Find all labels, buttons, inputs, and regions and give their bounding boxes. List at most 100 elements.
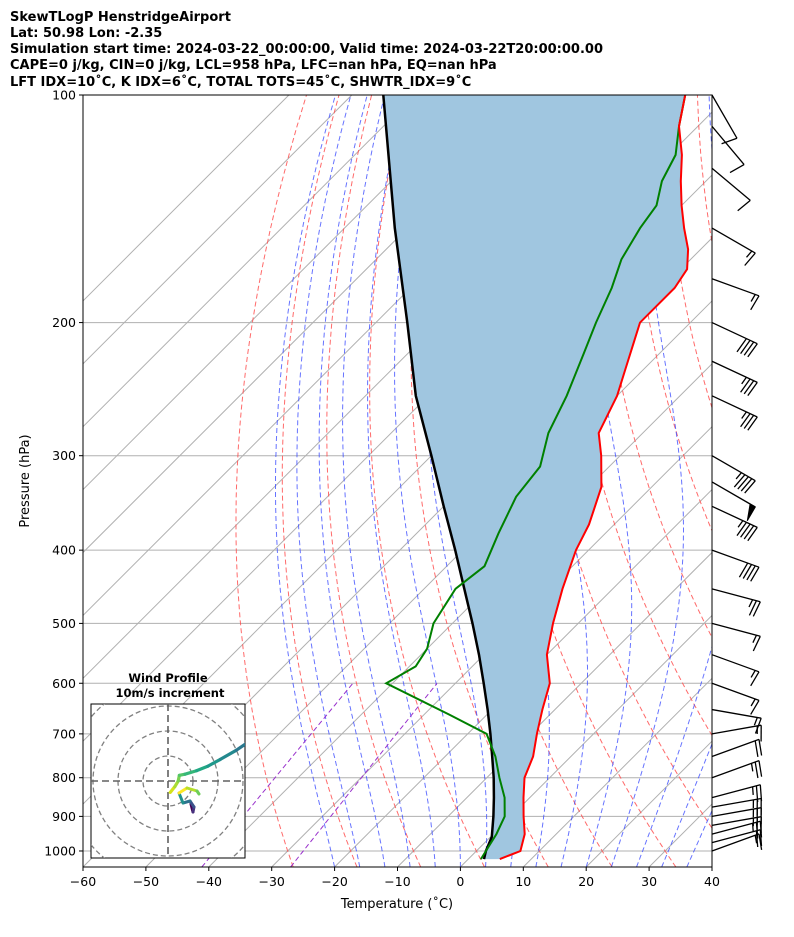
wind-barb-staff	[711, 167, 751, 201]
moist-adiabat	[661, 742, 712, 867]
wind-barb-full	[746, 565, 756, 581]
wind-barb-full	[755, 785, 759, 802]
wind-barb-flag	[746, 503, 756, 522]
wind-barb-staff	[711, 481, 756, 508]
wind-barb	[711, 360, 758, 396]
wind-barb-half	[737, 520, 744, 528]
moist-adiabat	[275, 95, 336, 867]
dry-adiabat	[235, 95, 307, 867]
wind-barb-full	[747, 416, 758, 431]
wind-barb	[711, 227, 756, 266]
wind-barb	[711, 167, 751, 212]
dry-adiabat	[281, 95, 358, 867]
wind-barb	[711, 481, 756, 522]
x-axis-label: Temperature (˚C)	[340, 896, 453, 912]
wind-barb-staff	[711, 708, 762, 719]
moist-adiabat	[318, 95, 386, 867]
wind-barb-staff	[711, 395, 758, 418]
inset-subtitle: 10m/s increment	[116, 686, 225, 700]
wind-barb-full	[747, 527, 758, 542]
wind-barb-half	[750, 294, 756, 302]
wind-barb-staff	[711, 455, 756, 482]
moist-adiabat	[711, 865, 712, 867]
x-tick-label: 40	[704, 874, 720, 889]
isotherm	[711, 866, 712, 867]
x-tick-label: −10	[384, 874, 410, 889]
dry-adiabat	[369, 95, 485, 867]
x-tick-label: 20	[578, 874, 594, 889]
wind-barb	[711, 455, 756, 494]
dry-adiabat	[597, 95, 712, 639]
title-line-1: SkewTLogP HenstridgeAirport	[10, 10, 231, 25]
wind-barb-full	[754, 717, 762, 734]
wind-barb	[711, 622, 761, 652]
wind-profile-inset: Wind Profile 10m/s increment	[90, 671, 246, 859]
y-tick-label: 200	[52, 315, 76, 330]
wind-barb-staff	[711, 588, 761, 603]
hodograph-low-level-segment	[195, 789, 201, 796]
temperature-line	[499, 95, 690, 861]
wind-barb-full	[754, 761, 759, 779]
wind-barb	[711, 278, 760, 311]
wind-barb	[711, 321, 758, 358]
wind-barb-full	[721, 137, 738, 145]
wind-barb-full	[743, 414, 755, 429]
y-tick-label: 100	[52, 88, 76, 103]
wind-barb-staff	[711, 829, 761, 844]
y-tick-label: 700	[52, 726, 76, 741]
wind-barb-full	[733, 474, 746, 488]
wind-barb	[711, 797, 762, 816]
wind-barb-full	[758, 833, 763, 851]
wind-barb-staff	[711, 227, 756, 254]
parcel-line	[382, 95, 496, 860]
moist-adiabat	[686, 809, 712, 867]
hodograph-low-level-segment	[177, 791, 185, 805]
wind-barb	[711, 724, 762, 742]
moist-adiabat	[610, 95, 684, 867]
isotherm	[460, 614, 712, 867]
x-tick-label: 10	[515, 874, 531, 889]
wind-barb-staff	[711, 549, 760, 568]
wind-barb	[711, 588, 761, 617]
wind-barb	[711, 94, 738, 145]
x-tick-label: −50	[133, 874, 159, 889]
isotherm	[334, 488, 712, 867]
wind-barb-full	[750, 295, 760, 311]
wind-barb	[711, 125, 745, 174]
wind-barb-full	[748, 600, 757, 616]
hodograph	[91, 704, 245, 858]
hodograph-low-level-segment	[185, 786, 199, 793]
moist-adiabat	[636, 95, 712, 867]
wind-barb-staff	[711, 833, 760, 852]
y-tick-label: 900	[52, 809, 76, 824]
wind-barb-full	[740, 339, 751, 354]
wind-barb	[711, 738, 763, 758]
wind-barb-full	[738, 562, 749, 578]
wind-barb-full	[750, 671, 760, 687]
wind-barb-full	[752, 636, 761, 652]
wind-barb-full	[747, 382, 758, 396]
wind-barb-half	[741, 411, 747, 419]
wind-barb-staff	[711, 125, 745, 166]
x-tick-label: 0	[456, 874, 464, 889]
wind-barb-full	[740, 378, 751, 393]
wind-barb	[711, 505, 758, 542]
wind-barb	[711, 654, 760, 687]
wind-barb-half	[750, 763, 754, 772]
wind-barb-half	[753, 717, 758, 726]
wind-barb-full	[737, 476, 749, 490]
y-tick-label: 1000	[44, 843, 76, 858]
moist-adiabat	[296, 95, 361, 867]
y-tick-label: 800	[52, 770, 76, 785]
hodograph-segment	[206, 757, 222, 768]
wind-barb-staff	[711, 654, 760, 673]
wind-barb-full	[740, 478, 753, 492]
hodograph-segment	[234, 742, 245, 752]
wind-barb-staff	[711, 360, 758, 383]
wind-barb-staff	[711, 724, 762, 735]
wind-barb-full	[742, 564, 753, 579]
isotherm	[83, 95, 416, 428]
wind-barb-full	[758, 739, 763, 756]
wind-barb-staff	[711, 278, 760, 297]
